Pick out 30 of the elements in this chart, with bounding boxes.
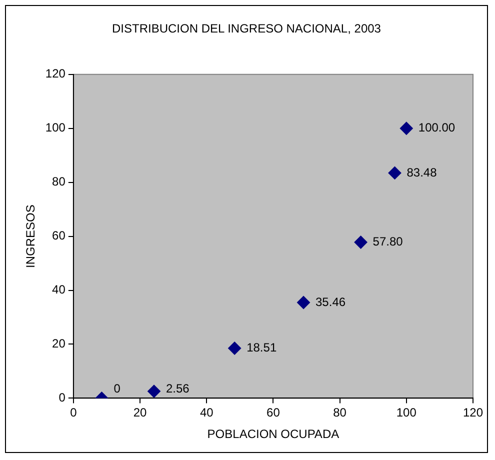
y-tick-label: 40 [52, 282, 66, 297]
y-tick-label: 60 [52, 228, 66, 243]
x-tick-label: 100 [396, 406, 417, 420]
point [148, 384, 161, 398]
chart-title: DISTRIBUCION DEL INGRESO NACIONAL, 2003 [112, 22, 382, 36]
data-label: 0 [114, 382, 121, 396]
x-tick-label: 0 [70, 406, 78, 420]
x-axis-title: POBLACION OCUPADA [207, 427, 340, 442]
data-label: 18.51 [246, 340, 277, 355]
y-tick-label: 0 [58, 390, 66, 405]
data-label: 35.46 [316, 294, 346, 309]
point [228, 342, 242, 355]
y-tick-label: 80 [52, 174, 66, 189]
x-tick-label: 40 [200, 406, 214, 420]
point [400, 122, 413, 135]
x-tick-label: 60 [266, 406, 280, 420]
y-tick-label: 120 [45, 66, 66, 81]
point [354, 236, 368, 249]
data-label: 100.00 [418, 120, 456, 135]
x-tick-label: 80 [333, 406, 347, 420]
data-label: 2.56 [166, 382, 190, 396]
data-label: 83.48 [406, 165, 438, 180]
point [388, 166, 402, 180]
point [297, 296, 310, 310]
x-tick-label: 120 [462, 406, 484, 420]
y-axis-title: INGRESOS [24, 204, 38, 268]
x-tick-label: 20 [133, 406, 148, 420]
y-tick-label: 100 [45, 120, 66, 135]
data-label: 57.80 [372, 234, 404, 249]
y-tick-label: 20 [52, 336, 66, 351]
